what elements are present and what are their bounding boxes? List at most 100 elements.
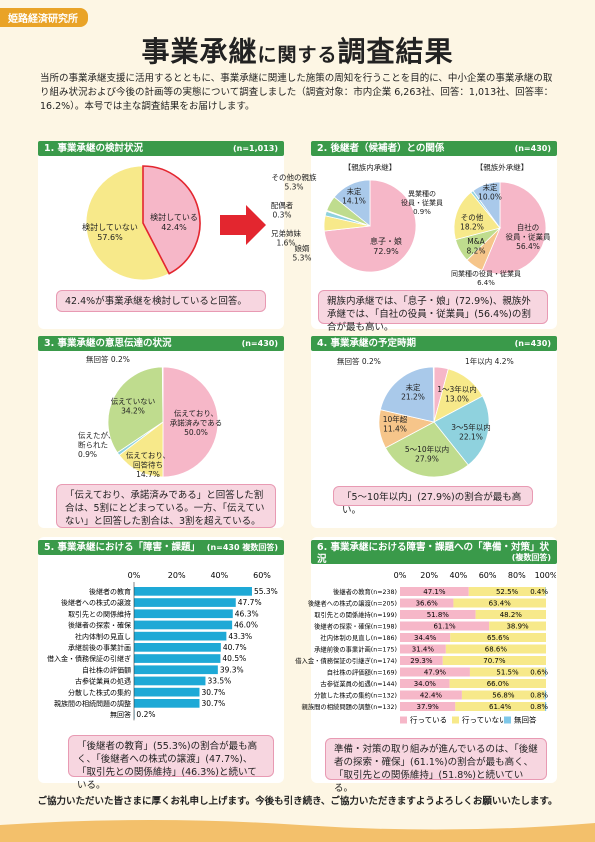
axis-tick-label: 0% bbox=[394, 571, 407, 580]
axis-tick-label: 20% bbox=[420, 571, 438, 580]
bar-value-label: 65.6% bbox=[487, 634, 510, 642]
bar bbox=[134, 687, 200, 697]
bar-value-label: 70.7% bbox=[483, 657, 506, 665]
bar-value-label: 40.7% bbox=[223, 643, 247, 652]
title-part-c: 調査結果 bbox=[337, 35, 454, 68]
bar-category-label: 自社株の評価額(n=169) bbox=[327, 668, 397, 677]
section-3-n: (n=430) bbox=[241, 339, 278, 348]
stacked-bar-segment bbox=[445, 644, 546, 654]
axis-tick-label: 100% bbox=[535, 571, 556, 580]
legend-swatch bbox=[452, 716, 459, 724]
label-other: 18.2% bbox=[460, 223, 484, 232]
bar-value-label: 0.6% bbox=[530, 669, 548, 677]
bar-value-label: 0.2% bbox=[136, 710, 155, 719]
bar-value-label: 55.3% bbox=[254, 587, 278, 596]
bar-category-label: 分散した株式の集約(n=132) bbox=[314, 691, 397, 700]
bar-category-label: 無回答 bbox=[110, 710, 131, 719]
footer-wave bbox=[0, 820, 595, 842]
bar-category-label: 承継前後の事業計画 bbox=[68, 643, 131, 652]
right-pie-title: 【親族外承継】 bbox=[476, 162, 529, 172]
bar-value-label: 40.5% bbox=[222, 654, 246, 663]
pie-slice-undecided bbox=[472, 181, 501, 230]
bar-category-label: 後継者の探索・確保(n=198) bbox=[314, 622, 397, 631]
bar-value-label: 46.3% bbox=[235, 609, 259, 618]
label-10yr-plus: 10年超 bbox=[383, 414, 408, 424]
bar bbox=[134, 631, 227, 641]
bar-value-label: 52.5% bbox=[496, 588, 519, 596]
label-son-daughter: 72.9% bbox=[373, 247, 399, 256]
bar-value-label: 29.3% bbox=[410, 657, 433, 665]
stacked-bar-segment bbox=[400, 656, 443, 665]
section-3-title: 3. 事業承継の意思伝達の状況 bbox=[44, 338, 172, 349]
bar-value-label: 0.4% bbox=[530, 588, 548, 596]
label-5-10yr: 5〜10年以内 bbox=[405, 444, 449, 454]
axis-tick-label: 80% bbox=[508, 571, 526, 580]
bar bbox=[134, 598, 236, 607]
label-son-daughter: 息子・娘 bbox=[370, 236, 402, 246]
bar-category-label: 借入金・債務保証の引継ぎ(n=174) bbox=[295, 656, 397, 665]
section-1-header: 1. 事業承継の検討状況 (n=1,013) bbox=[38, 141, 284, 156]
bar-category-label: 社内体制の見直し bbox=[75, 632, 131, 641]
label-ma: M&A bbox=[467, 237, 485, 246]
bar-category-label: 自社株の評価額 bbox=[82, 665, 131, 674]
label-approved: 50.0% bbox=[184, 428, 208, 437]
section-5-n: (n=430 複数回答) bbox=[206, 543, 278, 552]
bar-category-label: 親族間の相続問題の調整(n=132) bbox=[302, 702, 397, 711]
bar-category-label: 古参従業員の処遇 bbox=[75, 677, 131, 686]
bar-value-label: 31.4% bbox=[412, 646, 435, 654]
bar-category-label: 古参従業員の処遇(n=144) bbox=[320, 679, 397, 688]
label-diff-industry: 0.9% bbox=[413, 208, 431, 216]
stacked-bar-segment bbox=[400, 598, 454, 608]
stacked-bar-segment bbox=[400, 644, 446, 654]
legend-label: 無回答 bbox=[514, 715, 537, 725]
pie-slice-own-staff bbox=[481, 181, 547, 275]
label-spouse: 配偶者 bbox=[271, 200, 294, 210]
section-2-title: 2. 後継者（候補者）との関係 bbox=[317, 143, 445, 154]
bar-value-label: 61.4% bbox=[489, 703, 512, 711]
label-same-industry: 同業種の役員・従業員 bbox=[451, 269, 521, 278]
label-awaiting: 14.7% bbox=[136, 470, 160, 479]
bar-value-label: 61.1% bbox=[433, 623, 456, 631]
label-undecided: 未定 bbox=[347, 186, 362, 196]
label-ma: 8.2% bbox=[466, 247, 485, 256]
label-no-answer: 無回答 0.2% bbox=[86, 354, 130, 364]
stacked-bar-segment bbox=[400, 633, 451, 642]
label-approved: 伝えており、 bbox=[174, 408, 218, 418]
bar-value-label: 0.8% bbox=[530, 703, 548, 711]
pie-slice-no-answer bbox=[161, 366, 164, 423]
axis-tick-label: 60% bbox=[253, 571, 271, 580]
section-5-title: 5. 事業承継における「障害・課題」 bbox=[44, 542, 201, 553]
label-son-in-law: 5.3% bbox=[292, 254, 311, 263]
label-own-staff: 役員・従業員 bbox=[506, 232, 551, 242]
chart-5: 0% 20% 40% 60% 後継者の教育 55.3% 後継者への株式の譲渡 47.7% 取引先… bbox=[47, 571, 278, 721]
label-other-relatives: 5.3% bbox=[284, 183, 303, 192]
stacked-bar-segment bbox=[400, 621, 490, 631]
bar-category-label: 取引先との関係維持 bbox=[68, 609, 131, 618]
stacked-bar-segment bbox=[400, 610, 476, 619]
bar-value-label: 38.9% bbox=[506, 623, 529, 631]
bar-value-label: 42.4% bbox=[420, 692, 443, 700]
slice-label-not-considering: 57.6% bbox=[97, 233, 123, 242]
section-1-n: (n=1,013) bbox=[232, 144, 278, 153]
stacked-bar-segment bbox=[400, 587, 469, 596]
label-not-told: 34.2% bbox=[121, 407, 145, 416]
bar-value-label: 30.7% bbox=[201, 688, 225, 697]
bar-value-label: 0.8% bbox=[530, 692, 548, 700]
section-2-n: (n=430) bbox=[514, 144, 551, 153]
bar bbox=[134, 587, 252, 596]
section-4-n: (n=430) bbox=[514, 339, 551, 348]
axis-tick-label: 20% bbox=[168, 571, 186, 580]
section-4-title: 4. 事業承継の予定時期 bbox=[317, 338, 417, 349]
bar-category-label: 借入金・債務保証の引継ぎ bbox=[47, 654, 131, 663]
stacked-bar-segment bbox=[400, 690, 462, 700]
label-diff-industry: 役員・従業員 bbox=[401, 198, 443, 207]
label-1yr: 1年以内 4.2% bbox=[465, 356, 514, 366]
pie-slice-awaiting bbox=[118, 421, 164, 478]
bar-category-label: 後継者への株式の譲渡 bbox=[61, 598, 131, 607]
pie-slice-5-10yr bbox=[384, 421, 469, 478]
label-approved: 承諾済みである bbox=[170, 418, 222, 428]
label-undecided: 14.1% bbox=[342, 197, 366, 206]
stacked-bar-segment bbox=[544, 690, 546, 700]
label-refused: 断られた bbox=[78, 440, 108, 450]
